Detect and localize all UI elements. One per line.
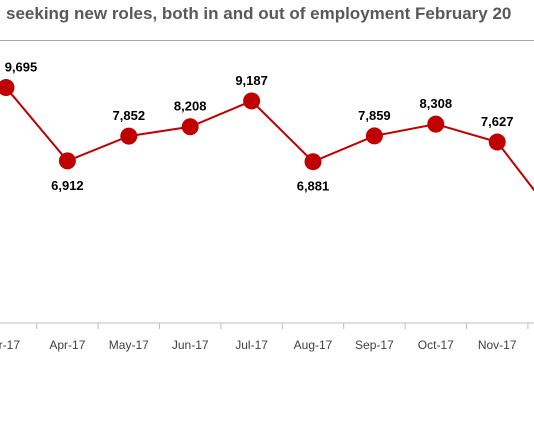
data-point	[488, 133, 506, 151]
x-tick-label: Sep-17	[355, 338, 394, 352]
x-tick-label: Nov-17	[478, 338, 517, 352]
data-point	[120, 127, 138, 145]
series-line	[5, 86, 534, 192]
data-point	[58, 152, 76, 170]
chart-title: seeking new roles, both in and out of em…	[6, 4, 512, 23]
x-tick-label: May-17	[109, 338, 149, 352]
data-point	[427, 115, 445, 133]
data-point	[181, 118, 199, 136]
data-point	[0, 79, 15, 97]
data-label: 7,859	[358, 108, 391, 123]
data-point	[365, 127, 383, 145]
chart-top-border	[0, 40, 534, 41]
x-tick-label: Apr-17	[49, 338, 85, 352]
data-point	[304, 153, 322, 171]
data-label: 8,308	[420, 96, 453, 111]
x-tick-label: Jun-17	[172, 338, 209, 352]
x-tick-label: Jul-17	[235, 338, 268, 352]
data-label: 7,852	[113, 108, 146, 123]
data-label: 9,187	[235, 73, 268, 88]
data-point	[243, 92, 261, 110]
x-tick-label: Aug-17	[294, 338, 333, 352]
data-label: 6,881	[297, 179, 330, 194]
x-tick-label: Oct-17	[418, 338, 454, 352]
data-label: 8,208	[174, 99, 207, 114]
data-label: 7,627	[481, 114, 514, 129]
data-label: 6,912	[51, 178, 84, 193]
x-tick-label: ar-17	[0, 338, 20, 352]
data-label: 9,695	[5, 60, 38, 75]
